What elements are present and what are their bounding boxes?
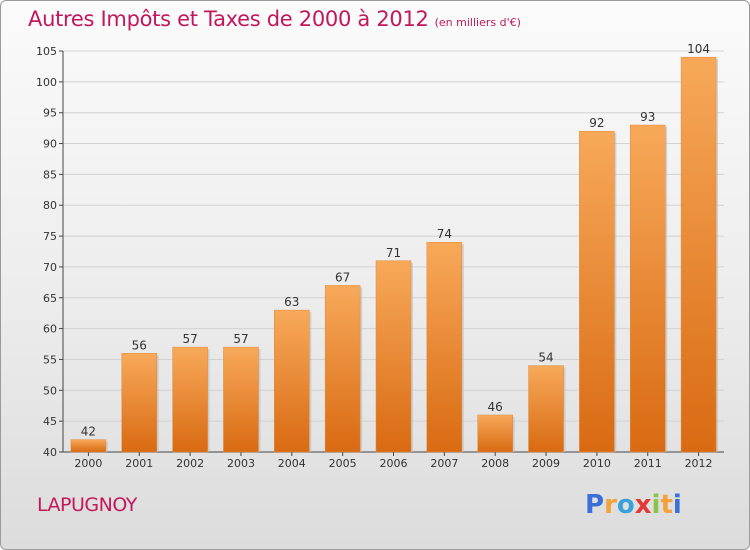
bar <box>629 124 666 453</box>
bar <box>426 241 463 453</box>
x-tick-label: 2002 <box>176 457 204 470</box>
data-label: 57 <box>182 332 197 346</box>
y-tick-label: 75 <box>43 230 57 243</box>
logo-letter: x <box>634 490 652 520</box>
x-tick-label: 2005 <box>329 457 357 470</box>
proxiti-logo: Proxiti <box>585 490 682 520</box>
x-tick-label: 2010 <box>583 457 611 470</box>
bar <box>324 285 361 453</box>
y-tick-label: 105 <box>36 45 57 58</box>
data-label: 67 <box>335 270 350 284</box>
y-tick-label: 40 <box>43 446 57 459</box>
y-tick-label: 70 <box>43 261 57 274</box>
x-tick-label: 2000 <box>74 457 102 470</box>
data-label: 93 <box>640 110 655 124</box>
y-tick-label: 55 <box>43 353 57 366</box>
logo-letter: t <box>660 490 673 520</box>
y-tick-label: 60 <box>43 323 57 336</box>
data-label: 63 <box>284 295 299 309</box>
bar <box>274 309 310 453</box>
bar <box>680 56 717 453</box>
bar <box>579 130 615 453</box>
data-label: 54 <box>538 351 553 365</box>
bar-layer <box>70 56 719 453</box>
chart-title-main: Autres Impôts et Taxes de 2000 à 2012 <box>28 7 429 31</box>
bar <box>70 439 107 453</box>
label-layer: 40 45 50 55 60 65 70 75 80 85 90 95 100 105 2000 42 2001… <box>36 42 713 470</box>
x-tick-label: 2008 <box>481 457 509 470</box>
y-tick-label: 85 <box>43 168 57 181</box>
y-tick-label: 90 <box>43 138 57 151</box>
x-tick-label: 2011 <box>634 457 662 470</box>
data-label: 46 <box>488 400 503 414</box>
y-tick-label: 50 <box>43 384 57 397</box>
location-label: LAPUGNOY <box>37 494 137 516</box>
x-tick-label: 2012 <box>685 457 713 470</box>
logo-letter: i <box>672 490 682 520</box>
y-tick-label: 80 <box>43 199 57 212</box>
bar <box>121 353 158 453</box>
y-tick-label: 65 <box>43 292 57 305</box>
data-label: 71 <box>386 246 401 260</box>
logo-letter: i <box>651 490 661 520</box>
logo-letter: o <box>616 490 635 520</box>
data-label: 74 <box>437 227 452 241</box>
bar <box>477 414 513 453</box>
bar <box>223 346 259 453</box>
x-tick-label: 2003 <box>227 457 255 470</box>
y-tick-label: 100 <box>36 76 57 89</box>
x-tick-label: 2001 <box>125 457 153 470</box>
x-tick-label: 2006 <box>380 457 408 470</box>
x-tick-label: 2004 <box>278 457 306 470</box>
data-label: 42 <box>81 425 96 439</box>
data-label: 57 <box>233 332 248 346</box>
bar <box>528 365 564 453</box>
bar <box>172 346 208 453</box>
logo-letter: r <box>604 490 617 520</box>
data-label: 56 <box>132 338 147 352</box>
y-tick-label: 45 <box>43 415 57 428</box>
bar <box>375 260 412 453</box>
data-label: 92 <box>589 116 604 130</box>
data-label: 104 <box>687 42 710 56</box>
x-tick-label: 2009 <box>532 457 560 470</box>
chart-title: Autres Impôts et Taxes de 2000 à 2012 (en… <box>28 7 521 31</box>
chart-subtitle: (en milliers d'€) <box>434 16 521 29</box>
y-tick-label: 95 <box>43 107 57 120</box>
x-tick-label: 2007 <box>430 457 458 470</box>
logo-letter: P <box>585 490 605 520</box>
